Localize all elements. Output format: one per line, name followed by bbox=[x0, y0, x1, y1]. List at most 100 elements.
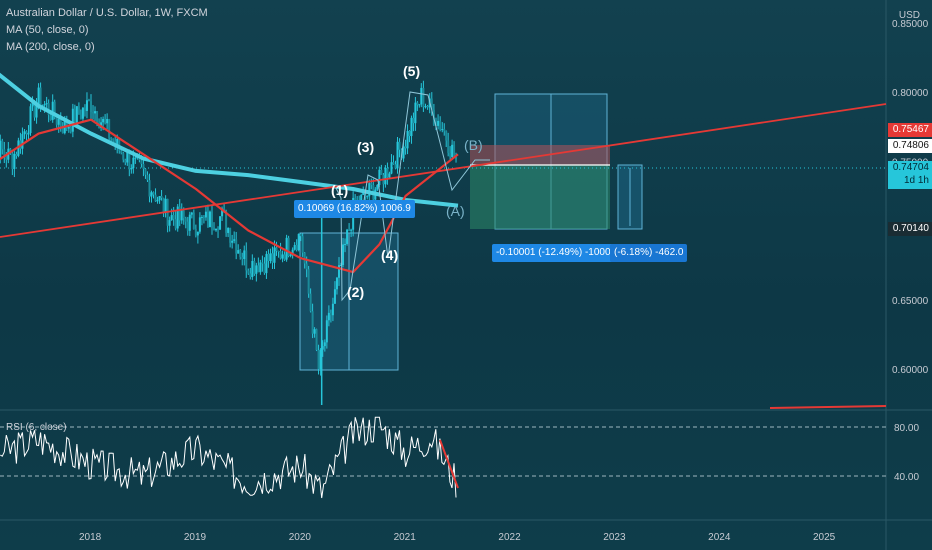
candle-body bbox=[0, 140, 2, 160]
candle-body bbox=[122, 153, 125, 160]
candle-body bbox=[96, 111, 99, 124]
candle-body bbox=[327, 312, 330, 321]
candle-body bbox=[311, 311, 314, 334]
candle-body bbox=[350, 229, 353, 231]
candle-body bbox=[247, 270, 250, 274]
candle-body bbox=[269, 253, 272, 262]
candle-body bbox=[249, 273, 252, 278]
wave-label-5: (5) bbox=[403, 63, 420, 79]
candle-body bbox=[313, 329, 316, 334]
candle-body bbox=[202, 217, 205, 219]
candle-body bbox=[340, 264, 343, 266]
candle-body bbox=[410, 117, 413, 137]
wave-label-3: (3) bbox=[357, 139, 374, 155]
candle-body bbox=[380, 169, 383, 175]
ma200-line bbox=[0, 72, 459, 208]
candle-body bbox=[134, 157, 137, 159]
time-axis-tick: 2020 bbox=[289, 532, 312, 543]
candle-body bbox=[15, 153, 18, 156]
candle-body bbox=[305, 263, 308, 270]
candle-body bbox=[174, 219, 177, 229]
candle-body bbox=[158, 196, 161, 201]
candle-body bbox=[329, 312, 332, 316]
candle-body bbox=[439, 120, 442, 130]
candle-body bbox=[27, 133, 30, 135]
lower-trendline-stub bbox=[769, 405, 887, 409]
candle-body bbox=[257, 265, 260, 273]
currency-label: USD bbox=[898, 10, 920, 21]
candle-body bbox=[388, 173, 391, 178]
candle-body bbox=[210, 211, 213, 228]
candle-body bbox=[267, 253, 270, 262]
candle-body bbox=[140, 160, 143, 164]
candle-body bbox=[112, 138, 115, 141]
indicator-ma50-label: MA (50, close, 0) bbox=[6, 24, 89, 36]
candle-body bbox=[233, 239, 236, 241]
candle-body bbox=[208, 211, 211, 228]
candle-body bbox=[130, 168, 133, 170]
candle-body bbox=[430, 98, 433, 110]
candle-body bbox=[394, 164, 397, 169]
candle-body bbox=[390, 162, 393, 174]
candle-body bbox=[154, 194, 157, 202]
candle-body bbox=[200, 217, 203, 219]
candle-body bbox=[164, 198, 167, 213]
candle-body bbox=[221, 208, 224, 217]
candle-body bbox=[186, 221, 189, 231]
candle-body bbox=[285, 237, 288, 260]
candle-body bbox=[59, 119, 62, 127]
candle-body bbox=[3, 149, 6, 156]
candle-body bbox=[13, 153, 16, 170]
candle-body bbox=[104, 119, 107, 124]
candle-body bbox=[386, 168, 389, 178]
candle-body bbox=[315, 329, 318, 351]
candle-body bbox=[106, 119, 109, 124]
candle-body bbox=[265, 253, 268, 274]
candle-body bbox=[447, 140, 450, 153]
price-axis-tick: 0.65000 bbox=[892, 296, 929, 307]
candle-body bbox=[402, 146, 405, 159]
candle-body bbox=[49, 115, 52, 120]
price-tag-entry: 0.74806 bbox=[888, 139, 932, 153]
candle-body bbox=[378, 169, 381, 185]
candle-body bbox=[237, 250, 240, 254]
measure-box-short-target[interactable]: -0.10001 (-12.49%) -1000.1 bbox=[492, 244, 623, 262]
candle-body bbox=[426, 106, 429, 108]
candle-body bbox=[408, 131, 411, 137]
candle-body bbox=[414, 102, 417, 124]
measure-box-short-partial[interactable]: (-6.18%) -462.0 bbox=[610, 244, 688, 262]
rsi-axis-tick: 40.00 bbox=[894, 472, 919, 483]
rsi-axis-tick: 80.00 bbox=[894, 423, 919, 434]
wave-label-1: (1) bbox=[331, 182, 348, 198]
candle-body bbox=[25, 131, 28, 135]
candle-body bbox=[196, 231, 199, 236]
candle-body bbox=[424, 106, 427, 108]
target-zone-rect[interactable] bbox=[470, 165, 610, 229]
rsi-trendline[interactable] bbox=[439, 439, 459, 489]
candle-body bbox=[184, 218, 187, 222]
candle-body bbox=[150, 192, 153, 197]
time-axis-tick: 2023 bbox=[603, 532, 626, 543]
candle-body bbox=[69, 126, 72, 132]
price-tag-target: 0.70140 bbox=[888, 222, 932, 236]
candle-body bbox=[144, 168, 147, 175]
candle-body bbox=[281, 254, 284, 259]
candle-body bbox=[45, 103, 48, 105]
candle-body bbox=[162, 197, 165, 213]
candle-body bbox=[57, 119, 60, 125]
candle-body bbox=[65, 119, 68, 129]
elliott-wave-path[interactable] bbox=[335, 91, 490, 302]
candle-body bbox=[110, 138, 113, 140]
candle-body bbox=[455, 156, 458, 160]
candle-body bbox=[43, 104, 46, 106]
candle-body bbox=[92, 112, 95, 114]
measure-box-rally[interactable]: 0.10069 (16.82%) 1006.9 bbox=[294, 200, 415, 218]
indicator-ma200-label: MA (200, close, 0) bbox=[6, 41, 95, 53]
candle-body bbox=[29, 106, 32, 134]
candle-body bbox=[297, 233, 300, 251]
candle-body bbox=[94, 111, 97, 114]
trendline[interactable] bbox=[0, 103, 887, 238]
candle-body bbox=[346, 229, 349, 244]
candle-body bbox=[253, 260, 256, 274]
